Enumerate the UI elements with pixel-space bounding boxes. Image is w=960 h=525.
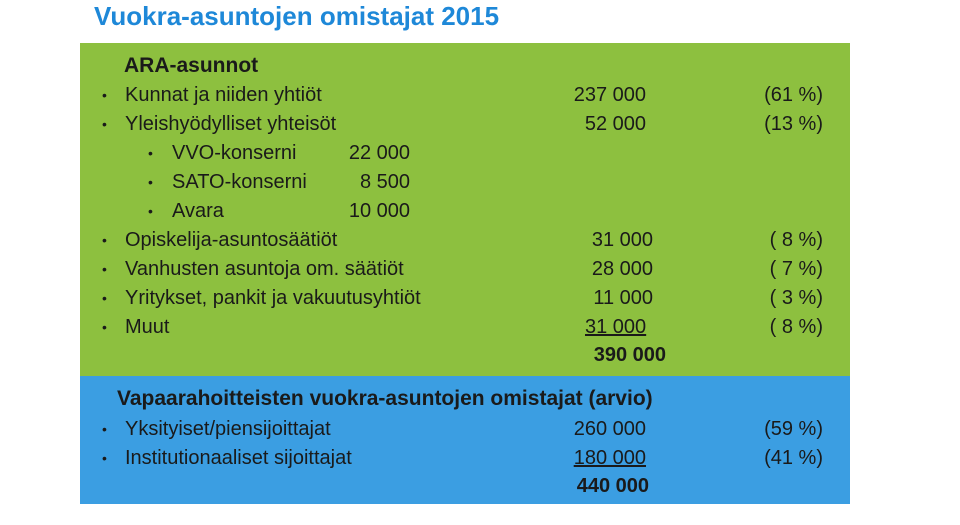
bullet-icon: •: [102, 319, 107, 335]
row-label: Yksityiset/piensijoittajat: [125, 418, 331, 440]
private-heading: Vapaarahoitteisten vuokra-asuntojen omis…: [117, 387, 653, 410]
list-item: • SATO-konserni 8 500: [80, 168, 850, 197]
list-item: • Institutionaaliset sijoittajat 180 000…: [80, 444, 850, 473]
row-percent: ( 8 %): [769, 316, 823, 338]
row-percent: (13 %): [764, 113, 823, 135]
bullet-icon: •: [102, 290, 107, 306]
row-percent: (41 %): [764, 447, 823, 469]
row-label: Yleishyödylliset yhteisöt: [125, 113, 337, 135]
bullet-icon: •: [102, 450, 107, 466]
bullet-icon: •: [102, 87, 107, 103]
row-value: 31 000: [585, 316, 647, 338]
private-panel: Vapaarahoitteisten vuokra-asuntojen omis…: [80, 376, 850, 504]
row-value: 52 000: [584, 113, 646, 135]
row-label: Muut: [125, 316, 170, 338]
bullet-icon: •: [102, 261, 107, 277]
ara-heading: ARA-asunnot: [124, 54, 259, 77]
bullet-icon: •: [148, 174, 153, 190]
row-value: 260 000: [573, 418, 646, 440]
list-item: • Yritykset, pankit ja vakuutusyhtiöt 11…: [80, 284, 850, 313]
list-item: • Kunnat ja niiden yhtiöt 237 000 (61 %): [80, 81, 850, 110]
row-value: 180 000: [573, 447, 646, 469]
row-label: Opiskelija-asuntosäätiöt: [125, 229, 338, 251]
row-label: Kunnat ja niiden yhtiöt: [125, 84, 322, 106]
row-value: 237 000: [573, 84, 646, 106]
bullet-icon: •: [148, 145, 153, 161]
page-title: Vuokra-asuntojen omistajat 2015: [94, 1, 500, 31]
row-value: 11 000: [593, 287, 653, 309]
row-value: 22 000: [348, 142, 410, 164]
row-label: Vanhusten asuntoja om. säätiöt: [125, 258, 404, 280]
ara-total: 390 000: [593, 344, 666, 366]
list-item: • Avara 10 000: [80, 197, 850, 226]
row-label: Avara: [172, 200, 224, 222]
ara-panel: ARA-asunnot • Kunnat ja niiden yhtiöt 23…: [80, 43, 850, 376]
row-value: 10 000: [348, 200, 410, 222]
row-label: SATO-konserni: [172, 171, 307, 193]
bullet-icon: •: [102, 421, 107, 437]
list-item: • Muut 31 000 ( 8 %): [80, 313, 850, 342]
row-percent: ( 7 %): [769, 258, 823, 280]
row-percent: (59 %): [764, 418, 823, 440]
row-percent: ( 3 %): [769, 287, 823, 309]
row-label: VVO-konserni: [172, 142, 297, 164]
bullet-icon: •: [102, 116, 107, 132]
private-total: 440 000: [576, 475, 649, 497]
list-item: • Vanhusten asuntoja om. säätiöt 28 000 …: [80, 255, 850, 284]
list-item: • Opiskelija-asuntosäätiöt 31 000 ( 8 %): [80, 226, 850, 255]
row-label: Institutionaaliset sijoittajat: [125, 447, 352, 469]
row-value: 28 000: [591, 258, 653, 280]
row-percent: (61 %): [764, 84, 823, 106]
bullet-icon: •: [148, 203, 153, 219]
list-item: • Yksityiset/piensijoittajat 260 000 (59…: [80, 415, 850, 444]
row-value: 31 000: [591, 229, 653, 251]
row-value: 8 500: [359, 171, 410, 193]
list-item: • VVO-konserni 22 000: [80, 139, 850, 168]
row-percent: ( 8 %): [769, 229, 823, 251]
row-label: Yritykset, pankit ja vakuutusyhtiöt: [125, 287, 421, 309]
bullet-icon: •: [102, 232, 107, 248]
list-item: • Yleishyödylliset yhteisöt 52 000 (13 %…: [80, 110, 850, 139]
